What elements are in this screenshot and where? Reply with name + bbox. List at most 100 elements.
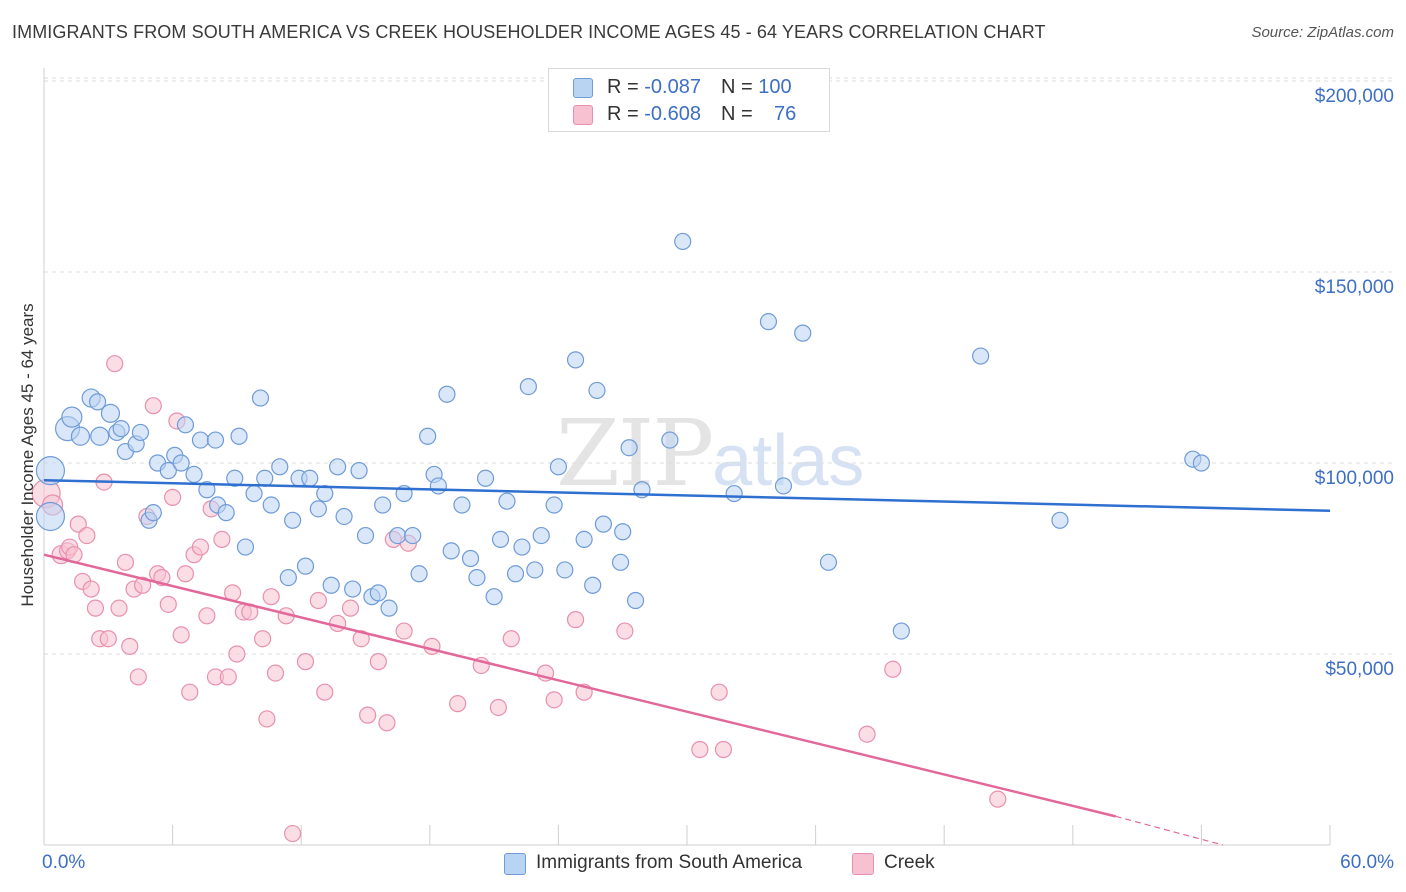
south-america-point [575, 530, 593, 549]
south-america-point [88, 393, 107, 411]
creek-point [129, 668, 147, 686]
south-america-point [819, 553, 838, 571]
south-america-point [972, 347, 990, 365]
bottom-legend-label-creek: Creek [884, 852, 935, 873]
grid-lines [44, 77, 1394, 655]
creek-point [228, 645, 246, 663]
creek-point [164, 488, 182, 506]
south-america-point [172, 454, 190, 472]
trend-line-south-america [43, 478, 1331, 512]
south-america-point [556, 561, 574, 579]
south-america-point [674, 232, 692, 251]
south-america-point [491, 530, 510, 549]
south-america-point [251, 389, 270, 407]
south-america-point [256, 469, 274, 487]
south-america-point [245, 484, 263, 503]
south-america-point [185, 465, 203, 484]
south-america-point [476, 469, 495, 487]
south-america-point [1192, 454, 1211, 472]
creek-point [106, 355, 124, 373]
south-america-point [112, 420, 130, 438]
creek-point [352, 630, 370, 648]
creek-point [566, 611, 585, 629]
creek-point [309, 591, 327, 610]
creek-point [254, 630, 272, 648]
creek-point [172, 626, 190, 644]
creek-point [213, 530, 231, 549]
legend-r-label: R = [607, 76, 645, 98]
creek-point [395, 622, 413, 640]
south-america-point [620, 439, 638, 457]
south-america-point [453, 496, 471, 514]
bottom-legend-swatch-south-america [504, 853, 526, 875]
creek-point [884, 660, 902, 678]
south-america-point [389, 526, 407, 545]
creek-point [359, 706, 377, 724]
creek-point [176, 565, 195, 583]
creek-point [82, 580, 100, 598]
south-america-point [614, 523, 632, 541]
south-america-point [316, 484, 334, 503]
south-america-point [532, 526, 550, 545]
creek-point [69, 515, 87, 533]
creek-point [545, 691, 563, 709]
y-axis-label: Householder Income Ages 45 - 64 years [18, 303, 37, 607]
x-tick-label-max: 60.0% [1340, 852, 1394, 873]
legend-n-label: N = [720, 103, 759, 125]
south-america-point [35, 501, 66, 532]
south-america-points [35, 232, 1211, 640]
creek-point [284, 824, 302, 843]
south-america-point [410, 565, 428, 583]
creek-point [616, 622, 634, 640]
south-america-point [485, 588, 503, 606]
south-america-point [759, 313, 778, 331]
creek-point [714, 740, 733, 759]
south-america-point [284, 511, 302, 529]
creek-point [219, 668, 237, 686]
south-america-point [301, 469, 319, 487]
creek-point [78, 526, 96, 545]
south-america-point [374, 496, 392, 514]
south-america-point [296, 557, 315, 575]
legend-r-value: -0.608 [644, 103, 701, 125]
south-america-point [513, 538, 531, 556]
south-america-point [226, 469, 244, 487]
south-america-point [217, 504, 235, 522]
south-america-point [236, 538, 255, 556]
south-america-point [344, 580, 362, 598]
south-america-point [438, 385, 456, 403]
south-america-point [566, 351, 585, 369]
axes [43, 68, 1331, 846]
creek-point [121, 637, 139, 655]
south-america-point [506, 565, 525, 583]
y-tick-label-200000: $200,000 [1314, 86, 1394, 107]
south-america-point [626, 591, 645, 610]
creek-point [296, 653, 315, 671]
chart-title: IMMIGRANTS FROM SOUTH AMERICA VS CREEK H… [12, 22, 1046, 42]
creek-point [191, 538, 210, 556]
south-america-point [350, 462, 368, 480]
south-america-point [526, 561, 544, 579]
south-america-point [131, 423, 150, 442]
bottom-legend-swatch-creek [852, 853, 874, 875]
south-america-point [198, 481, 216, 499]
y-tick-label-100000: $100,000 [1314, 468, 1394, 489]
south-america-point [35, 456, 66, 486]
creek-point [262, 588, 280, 606]
y-tick-label-50000: $50,000 [1325, 659, 1394, 680]
south-america-point [159, 462, 177, 480]
south-america-point [1051, 511, 1069, 529]
creek-point [489, 698, 507, 717]
correlation-legend: R = -0.087 N = 100 R = -0.608 N = 76 [548, 68, 830, 132]
creek-point [86, 599, 105, 617]
x-tick-label-min: 0.0% [42, 852, 86, 873]
south-america-point [369, 584, 387, 602]
creek-point [133, 576, 152, 594]
south-america-point [588, 381, 606, 400]
south-america-point [461, 549, 480, 568]
south-america-point [176, 416, 195, 434]
south-america-point [725, 484, 743, 503]
bottom-legend-label-south-america: Immigrants from South America [536, 852, 803, 873]
south-america-point [468, 568, 486, 587]
